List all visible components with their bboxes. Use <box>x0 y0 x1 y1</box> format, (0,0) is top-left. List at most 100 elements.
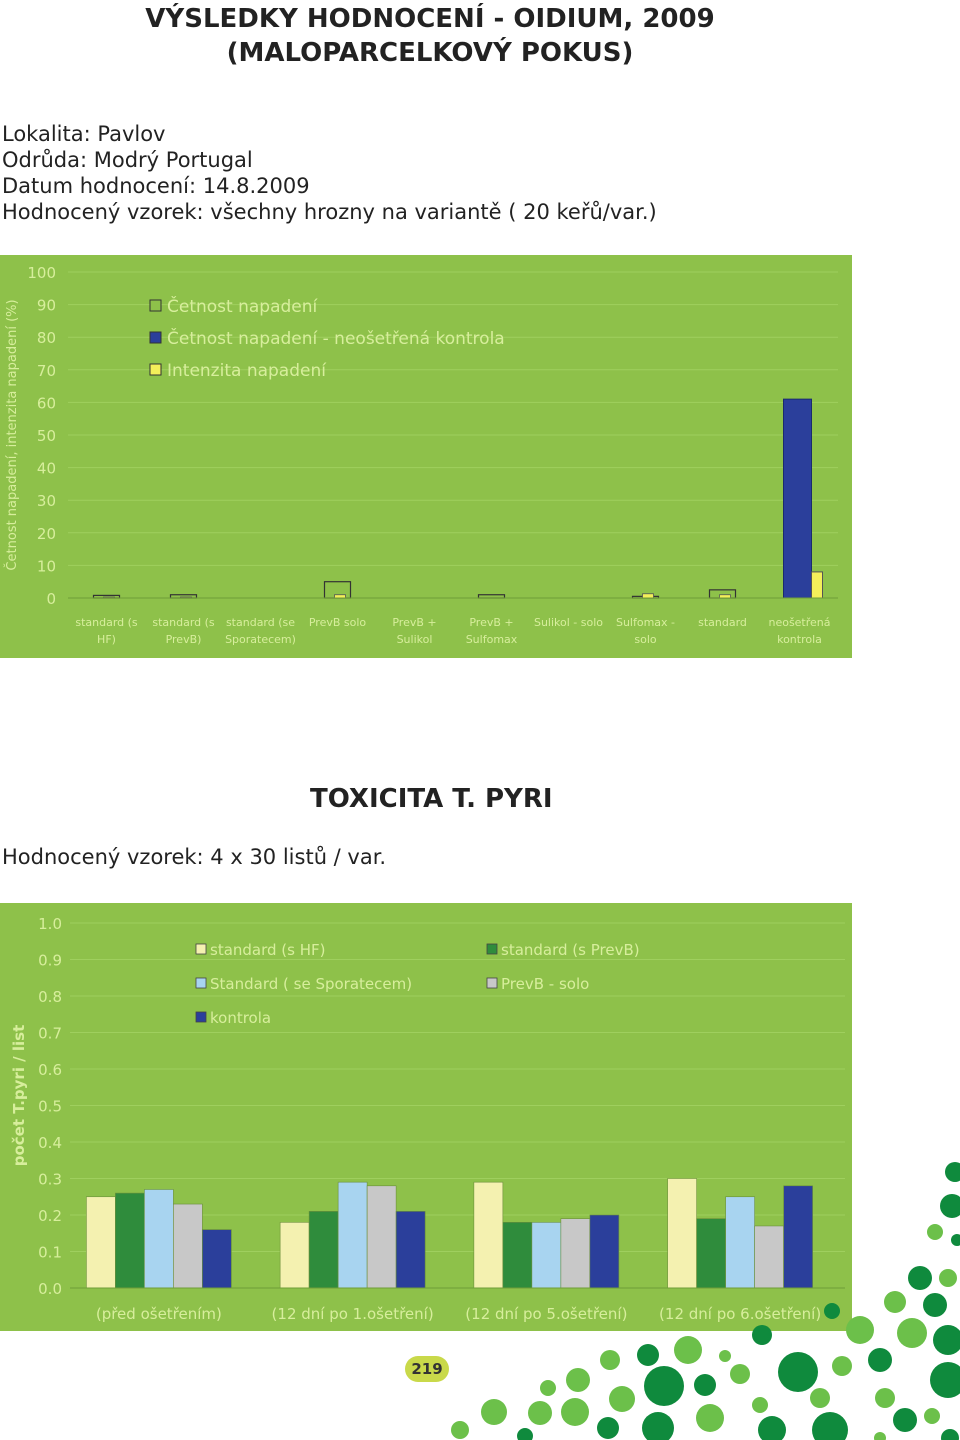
toxicity-chart: 0.0 0.1 0.2 0.3 0.4 0.5 0.6 0.7 0.8 0.9 1.0 počet T… <box>0 903 852 1331</box>
decorative-dot <box>637 1344 659 1366</box>
y-tick-label: 0.0 <box>38 1280 62 1298</box>
decorative-dot <box>930 1362 960 1398</box>
y-tick-label: 0.6 <box>38 1061 62 1079</box>
decorative-dot <box>644 1366 684 1406</box>
legend-label: Intenzita napadení <box>167 361 327 381</box>
legend-swatch <box>149 299 162 312</box>
y-tick-label: 0.8 <box>38 988 62 1006</box>
x-tick-label: PrevB solo <box>309 616 367 629</box>
y-tick-label: 40 <box>37 460 56 478</box>
legend-label: Četnost napadení <box>167 295 319 317</box>
bar-standard-sporatec <box>531 1221 562 1289</box>
bar-standard-prevb <box>115 1192 145 1289</box>
bar-standard-sporatec <box>725 1196 755 1289</box>
info-locality: Lokalita: Pavlov <box>2 122 166 146</box>
legend-label: PrevB - solo <box>501 975 589 993</box>
legend-label: Četnost napadení - neošetřená kontrola <box>167 327 505 349</box>
decorative-dot <box>923 1293 947 1317</box>
decorative-dot <box>528 1401 552 1425</box>
x-tick-label: neošetřená <box>768 616 830 629</box>
legend-swatch <box>149 331 162 344</box>
bar-frequency-control <box>783 398 812 599</box>
decorative-dot <box>696 1404 724 1432</box>
decorative-dot <box>868 1348 892 1372</box>
decorative-dot <box>939 1269 957 1287</box>
decorative-dot <box>875 1388 895 1408</box>
x-tick-label: (před ošetřením) <box>96 1305 222 1323</box>
bar-kontrola <box>783 1185 813 1289</box>
y-tick-label: 60 <box>37 394 56 412</box>
y-tick-label: 0 <box>46 590 56 608</box>
y-tick-label: 1.0 <box>38 915 62 933</box>
y-tick-label: 0.3 <box>38 1171 62 1189</box>
x-tick-label: Sulikol <box>397 633 433 646</box>
decorative-dot <box>451 1421 469 1439</box>
decorative-dot <box>897 1318 927 1348</box>
x-tick-label: (12 dní po 5.ošetření) <box>465 1305 627 1323</box>
bar-standard-sporatec <box>144 1189 174 1289</box>
x-tick-label: standard (s <box>152 616 215 629</box>
page-number: 219 <box>405 1356 449 1382</box>
info-sample: Hodnocený vzorek: všechny hrozny na vari… <box>2 200 657 224</box>
decorative-dot <box>597 1417 619 1439</box>
legend-swatch <box>486 943 498 955</box>
decorative-dot <box>730 1364 750 1384</box>
decorative-dot <box>719 1350 731 1362</box>
bar-kontrola <box>202 1229 232 1289</box>
decorative-dot <box>951 1234 960 1246</box>
bar-intensity <box>811 571 823 599</box>
y-tick-label: 30 <box>37 492 56 510</box>
x-tick-label: standard (s <box>75 616 138 629</box>
bar-standard-hf <box>279 1221 310 1289</box>
bar-intensity <box>642 593 654 599</box>
x-tick-label: (12 dní po 1.ošetření) <box>272 1305 434 1323</box>
decorative-dot <box>674 1336 702 1364</box>
bar-standard-hf <box>667 1178 697 1289</box>
x-tick-label: kontrola <box>777 633 822 646</box>
bar-standard-sporatec <box>337 1181 368 1289</box>
y-tick-label: 80 <box>37 329 56 347</box>
info-variety: Odrůda: Modrý Portugal <box>2 148 253 172</box>
y-tick-label: 0.4 <box>38 1134 62 1152</box>
bar-standard-hf <box>473 1181 504 1289</box>
y-tick-label: 100 <box>27 264 56 282</box>
page-title: VÝSLEDKY HODNOCENÍ - OIDIUM, 2009 <box>145 4 715 34</box>
decorative-dot <box>694 1374 716 1396</box>
x-tick-label: Sporatecem) <box>225 633 296 646</box>
legend-swatch <box>195 977 207 989</box>
legend-label: standard (s HF) <box>210 941 326 959</box>
decorative-dot <box>566 1368 590 1392</box>
legend-swatch <box>486 977 498 989</box>
legend-swatch <box>195 943 207 955</box>
decorative-dot <box>561 1398 589 1426</box>
x-tick-label: PrevB) <box>166 633 202 646</box>
decorative-dot <box>908 1266 932 1290</box>
decorative-dot <box>945 1162 960 1182</box>
y-tick-label: 90 <box>37 297 56 315</box>
bar-standard-prevb <box>696 1218 726 1289</box>
legend-label: Standard ( se Sporatecem) <box>210 975 412 993</box>
info-date: Datum hodnocení: 14.8.2009 <box>2 174 310 198</box>
decorative-dot <box>600 1350 620 1370</box>
decorative-dot <box>924 1408 940 1424</box>
y-tick-label: 0.1 <box>38 1244 62 1262</box>
x-tick-label: PrevB + <box>392 616 436 629</box>
x-tick-label: Sulikol - solo <box>534 616 603 629</box>
legend-label: standard (s PrevB) <box>501 941 640 959</box>
decorative-dot <box>812 1412 848 1440</box>
legend-swatch <box>149 363 162 376</box>
y-tick-label: 10 <box>37 557 56 575</box>
decorative-dot <box>832 1356 852 1376</box>
y-tick-label: 0.7 <box>38 1025 62 1043</box>
decorative-dot <box>941 1429 959 1440</box>
bar-kontrola <box>589 1214 620 1289</box>
bar-prevb-solo <box>560 1218 591 1289</box>
decorative-dot <box>540 1380 556 1396</box>
decorative-dot <box>609 1386 635 1412</box>
y-tick-label: 20 <box>37 525 56 543</box>
decorative-dot <box>927 1224 943 1240</box>
toxicity-sample-info: Hodnocený vzorek: 4 x 30 listů / var. <box>2 845 387 869</box>
x-tick-label: standard (se <box>226 616 295 629</box>
decorative-dot <box>642 1412 674 1440</box>
decorative-dot <box>517 1428 533 1440</box>
